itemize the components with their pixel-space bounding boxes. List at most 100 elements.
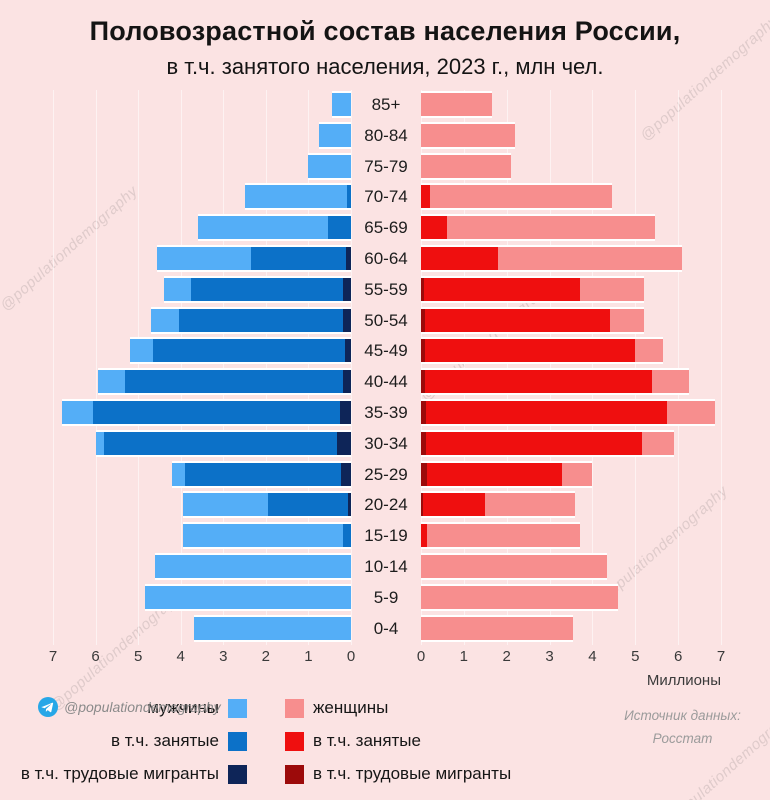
legend-item-women-migrants: в т.ч. трудовые мигранты: [285, 763, 511, 785]
x-tick-women: 3: [545, 648, 554, 665]
bar-men-total: [319, 121, 351, 149]
telegram-handle-text: @populationdemography: [64, 699, 221, 715]
age-group-label: 0-4: [373, 618, 399, 638]
chart-title-line2: в т.ч. занятого населения, 2023 г., млн …: [166, 54, 604, 79]
pyramid-row-60-64: 60-64: [53, 244, 721, 275]
women-bars-5-9: [421, 583, 721, 614]
pyramid-row-70-74: 70-74: [53, 182, 721, 213]
women-bars-35-39: [421, 398, 721, 429]
age-group-label: 25-29: [364, 464, 408, 484]
gridline: [678, 90, 680, 645]
gridline: [463, 90, 465, 645]
age-group-label: 40-44: [364, 372, 408, 392]
x-axis: 7 6 5 4 3 2 1 0 0 1 2 3 4 5 6 7: [49, 648, 725, 670]
x-tick-men: 1: [304, 648, 313, 665]
age-group-label: 50-54: [364, 310, 408, 330]
bar-men-employed: [327, 216, 351, 240]
bar-women-total: [421, 91, 492, 118]
gridline: [506, 90, 508, 645]
x-tick-men: 0: [346, 648, 356, 665]
women-bars-45-49: [421, 336, 721, 367]
gridline: [635, 90, 637, 645]
gridline: [549, 90, 551, 645]
legend-label: женщины: [313, 698, 389, 717]
telegram-handle[interactable]: @populationdemography: [38, 697, 221, 717]
bar-men-employed: [93, 400, 351, 424]
women-bars-55-59: [421, 275, 721, 306]
gridline: [180, 90, 182, 645]
legend-label: в т.ч. занятые: [111, 731, 219, 750]
bar-men-total: [308, 152, 351, 180]
axis-unit-label: Миллионы: [646, 672, 721, 689]
bar-women-employed: [421, 493, 486, 517]
women-bars-70-74: [421, 182, 721, 213]
bar-men-employed: [153, 339, 351, 363]
men-bars-50-54: [53, 306, 351, 337]
gridline: [138, 90, 140, 645]
legend-swatch-women-total: [285, 698, 304, 718]
bar-men-migrants: [345, 246, 351, 270]
bar-men-migrants: [343, 277, 351, 301]
bar-men-migrants: [348, 493, 351, 517]
pyramid-row-0-4: 0-4: [53, 614, 721, 645]
bar-men-total: [193, 614, 351, 642]
bar-women-employed: [421, 524, 428, 548]
legend-swatch-men-total: [228, 698, 247, 718]
bar-women-migrants: [421, 462, 427, 486]
men-bars-60-64: [53, 244, 351, 275]
bar-men-total: [182, 522, 351, 550]
bar-women-migrants: [421, 400, 427, 424]
bar-women-employed: [421, 400, 668, 424]
men-bars-0-4: [53, 614, 351, 645]
pyramid-rows: 85+ 80-84 75-79 70-74 65-69 60-64 55-59 50-54 45…: [53, 90, 721, 645]
men-bars-15-19: [53, 521, 351, 552]
bar-women-employed: [421, 246, 499, 270]
telegram-icon: [38, 697, 58, 717]
bar-women-migrants: [421, 431, 427, 455]
legend-swatch-women-employed: [285, 731, 304, 751]
legend-item-women-total: женщины: [285, 697, 511, 719]
legend-swatch-women-migrants: [285, 764, 304, 784]
bar-women-total: [421, 583, 619, 611]
x-tick-women: 7: [716, 648, 726, 665]
pyramid-row-40-44: 40-44: [53, 367, 721, 398]
pyramid-row-50-54: 50-54: [53, 306, 721, 337]
men-bars-75-79: [53, 152, 351, 183]
women-bars-75-79: [421, 152, 721, 183]
x-tick-women: 1: [459, 648, 469, 665]
bar-men-employed: [268, 493, 351, 517]
bar-women-employed: [421, 339, 636, 363]
bar-women-employed: [421, 216, 447, 240]
women-bars-50-54: [421, 306, 721, 337]
source-line1: Источник данных:: [624, 708, 741, 723]
x-tick-women: 0: [416, 648, 426, 665]
legend-item-men-employed: в т.ч. занятые: [21, 730, 247, 752]
women-bars-40-44: [421, 367, 721, 398]
bar-women-migrants: [421, 370, 426, 394]
bar-men-employed: [178, 308, 351, 332]
gridline: [53, 90, 54, 645]
pyramid-row-30-34: 30-34: [53, 429, 721, 460]
bar-men-employed: [104, 431, 351, 455]
women-bars-25-29: [421, 460, 721, 491]
pyramid-row-10-14: 10-14: [53, 552, 721, 583]
age-group-label: 30-34: [364, 433, 408, 453]
men-bars-85+: [53, 90, 351, 121]
bar-men-total: [331, 91, 351, 118]
bar-men-employed: [346, 185, 351, 209]
bar-men-employed: [125, 370, 351, 394]
gridline: [351, 90, 352, 645]
pyramid-row-80-84: 80-84: [53, 121, 721, 152]
x-tick-women: 5: [631, 648, 640, 665]
men-bars-80-84: [53, 121, 351, 152]
age-group-label: 60-64: [364, 248, 408, 268]
bar-men-total: [197, 214, 351, 242]
legend-label: в т.ч. трудовые мигранты: [20, 764, 219, 783]
men-bars-45-49: [53, 336, 351, 367]
bar-women-migrants: [421, 493, 424, 517]
men-bars-5-9: [53, 583, 351, 614]
x-tick-men: 2: [261, 648, 271, 665]
women-bars-80-84: [421, 121, 721, 152]
bar-men-employed: [184, 462, 351, 486]
pyramid-row-55-59: 55-59: [53, 275, 721, 306]
